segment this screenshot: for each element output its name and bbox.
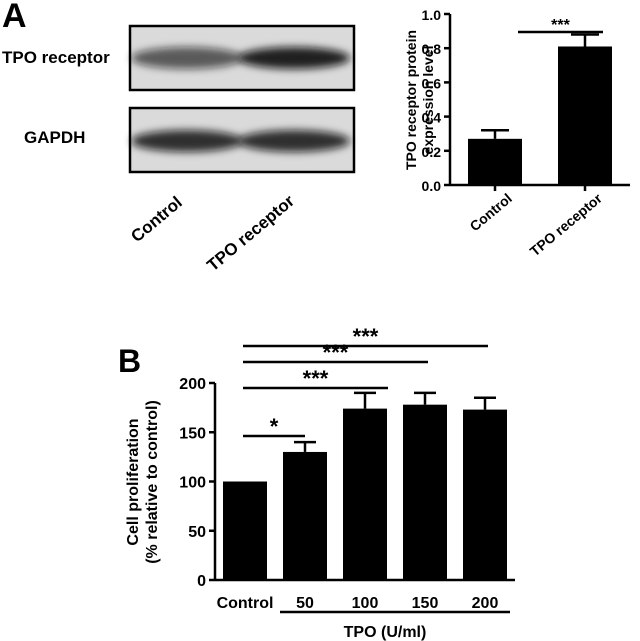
significance-stars: *** [353,324,379,349]
blot-band-r1-l2 [238,47,350,69]
y-tick-label: 0.2 [422,144,442,160]
bar [223,481,267,580]
blot-band-r2-l1 [131,130,243,152]
x-tick-label: Control [467,190,515,234]
y-axis-label: Cell proliferation (% relative to control… [125,400,161,564]
western-blot: TPO receptor GAPDH Control TPO receptor [2,24,356,275]
y-axis-label-line: (% relative to control) [144,400,161,564]
bar [558,46,612,185]
x-tick-label: TPO receptor [527,190,606,260]
blot-row-label-1: TPO receptor [2,48,110,67]
y-tick-label: 0.4 [422,110,442,126]
panel-a-letter: A [2,0,27,35]
y-tick-label: 150 [179,425,206,442]
y-tick-label: 200 [179,376,206,393]
y-tick-label: 0.0 [422,178,442,194]
y-axis-label-line: expression level [420,46,436,155]
blot-row-label-2: GAPDH [24,128,85,147]
x-tick-label: 200 [472,595,499,612]
significance-stars: *** [323,340,349,365]
y-tick-label: 50 [188,524,206,541]
significance-stars: * [270,414,279,439]
chart-a: 0.0 0.2 0.4 0.6 0.8 1.0 Control TPO receptor ***… [403,7,630,259]
bar [403,404,447,580]
bar [463,409,507,580]
x-axis-label: TPO (U/ml) [344,624,427,641]
y-tick-label: 0 [197,573,206,590]
blot-lane-label-control: Control [127,193,186,246]
y-axis-label-line: TPO receptor protein [403,30,419,170]
y-axis-label: TPO receptor proteinexpression level [403,30,436,170]
x-tick-label: 100 [352,595,379,612]
blot-band-r1-l1 [131,47,243,69]
x-tick-label: Control [217,595,274,612]
y-tick-label: 0.8 [422,41,442,57]
y-tick-label: 100 [179,475,206,492]
y-tick-label: 0.6 [422,75,442,91]
x-tick-label: 50 [296,595,314,612]
bar [468,138,522,185]
y-tick-label: 1.0 [422,7,442,23]
blot-lane-label-tpo: TPO receptor [203,191,298,275]
significance-stars: *** [551,17,570,34]
panel-b-letter: B [118,343,141,379]
x-tick-label: 150 [412,595,439,612]
bar [283,451,327,580]
significance-stars: *** [303,366,329,391]
bar [343,408,387,580]
blot-band-r2-l2 [238,130,350,152]
y-axis-label-line: Cell proliferation [125,418,142,545]
